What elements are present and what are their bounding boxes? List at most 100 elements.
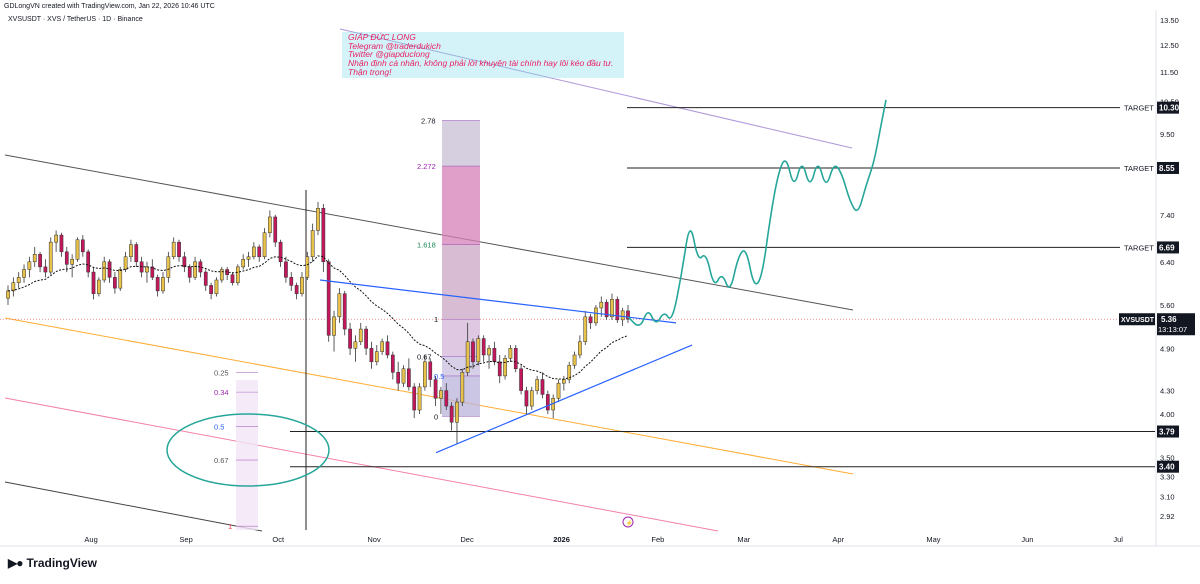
candle[interactable] xyxy=(161,277,165,292)
candle[interactable] xyxy=(86,251,91,273)
candle[interactable] xyxy=(433,379,438,399)
candle[interactable] xyxy=(572,354,577,366)
candle[interactable] xyxy=(380,341,384,352)
candle[interactable] xyxy=(604,301,609,318)
candle[interactable] xyxy=(203,271,208,286)
candle[interactable] xyxy=(428,361,433,380)
event-marker-icon[interactable] xyxy=(622,516,634,528)
candle[interactable] xyxy=(193,261,197,278)
candle[interactable] xyxy=(337,293,342,318)
last-price-badge[interactable] xyxy=(1157,313,1195,336)
candle[interactable] xyxy=(476,338,481,363)
fib-extension-band[interactable] xyxy=(442,244,480,320)
candle[interactable] xyxy=(487,348,491,356)
candle[interactable] xyxy=(300,277,304,294)
candle[interactable] xyxy=(444,390,449,407)
circle-annotation[interactable] xyxy=(166,413,330,487)
candle[interactable] xyxy=(615,299,620,321)
candle[interactable] xyxy=(588,316,593,324)
candle[interactable] xyxy=(48,241,53,273)
candle[interactable] xyxy=(70,259,74,265)
candle[interactable] xyxy=(38,254,42,268)
candle[interactable] xyxy=(513,348,518,370)
candle[interactable] xyxy=(620,310,625,321)
candle[interactable] xyxy=(326,261,331,336)
candle[interactable] xyxy=(535,379,539,391)
candle[interactable] xyxy=(465,341,470,373)
candle[interactable] xyxy=(22,269,26,278)
candle[interactable] xyxy=(310,230,315,258)
candle[interactable] xyxy=(364,328,368,349)
price-axis-badge[interactable] xyxy=(1157,460,1179,473)
candle[interactable] xyxy=(519,368,523,391)
violet-diagonal-line[interactable] xyxy=(339,28,853,149)
candle[interactable] xyxy=(268,216,272,234)
candle[interactable] xyxy=(540,379,545,395)
candle[interactable] xyxy=(503,358,507,377)
price-axis-badge[interactable] xyxy=(1157,425,1179,438)
candle[interactable] xyxy=(396,372,401,384)
descending-trendline[interactable] xyxy=(319,279,677,324)
tradingview-logo[interactable]: ▶● TradingView xyxy=(8,556,97,570)
moving-average-line[interactable] xyxy=(7,255,629,380)
candle[interactable] xyxy=(369,348,374,363)
candle[interactable] xyxy=(209,285,213,294)
candle[interactable] xyxy=(305,256,310,278)
fib-extension-band[interactable] xyxy=(442,166,480,245)
candle[interactable] xyxy=(252,246,256,258)
candle[interactable] xyxy=(583,316,588,343)
channel-top-line[interactable] xyxy=(4,154,854,311)
candle[interactable] xyxy=(129,244,133,258)
candle[interactable] xyxy=(187,266,192,278)
candle[interactable] xyxy=(626,310,630,320)
candle[interactable] xyxy=(407,368,411,388)
candle[interactable] xyxy=(214,279,219,294)
candle[interactable] xyxy=(481,338,486,356)
candle[interactable] xyxy=(150,266,155,278)
candle[interactable] xyxy=(390,354,395,373)
candle[interactable] xyxy=(545,394,550,411)
candle[interactable] xyxy=(358,328,363,343)
projection-path[interactable] xyxy=(627,99,887,326)
candle[interactable] xyxy=(342,293,347,330)
candle[interactable] xyxy=(562,379,566,384)
author-note[interactable]: GIÁP ĐỨC LONG Telegram @traderdukich Twi… xyxy=(342,32,624,78)
fib-small-band[interactable] xyxy=(236,380,258,530)
candle[interactable] xyxy=(284,261,288,278)
candle[interactable] xyxy=(278,241,283,263)
candle[interactable] xyxy=(80,239,85,253)
candle[interactable] xyxy=(385,341,390,356)
fib-extension-band[interactable] xyxy=(442,120,480,167)
candle[interactable] xyxy=(316,208,320,231)
channel-bottom-line[interactable] xyxy=(4,481,263,532)
candle[interactable] xyxy=(353,341,358,349)
price-axis-badge[interactable] xyxy=(1157,101,1179,114)
candle[interactable] xyxy=(134,244,139,263)
candle[interactable] xyxy=(273,216,278,243)
candle[interactable] xyxy=(123,256,128,270)
price-axis-badge[interactable] xyxy=(1157,241,1179,254)
orange-diagonal-line[interactable] xyxy=(4,317,854,475)
candle[interactable] xyxy=(75,239,80,260)
rising-trendline[interactable] xyxy=(435,344,693,454)
candle[interactable] xyxy=(599,301,604,309)
candle[interactable] xyxy=(529,390,534,407)
candle[interactable] xyxy=(289,277,294,286)
candle[interactable] xyxy=(262,232,267,258)
symbol-axis-tag[interactable] xyxy=(1119,313,1155,326)
candle[interactable] xyxy=(166,256,171,278)
candle[interactable] xyxy=(374,351,379,363)
candle[interactable] xyxy=(219,269,224,281)
fib-extension-band[interactable] xyxy=(442,356,480,376)
candle[interactable] xyxy=(171,241,176,258)
candle[interactable] xyxy=(54,234,58,243)
candle[interactable] xyxy=(460,372,465,403)
candle[interactable] xyxy=(497,361,502,377)
candle[interactable] xyxy=(241,259,246,268)
candle[interactable] xyxy=(246,256,251,260)
candle[interactable] xyxy=(578,341,582,356)
candle[interactable] xyxy=(113,277,117,289)
candle[interactable] xyxy=(16,277,21,283)
candle[interactable] xyxy=(412,386,417,411)
